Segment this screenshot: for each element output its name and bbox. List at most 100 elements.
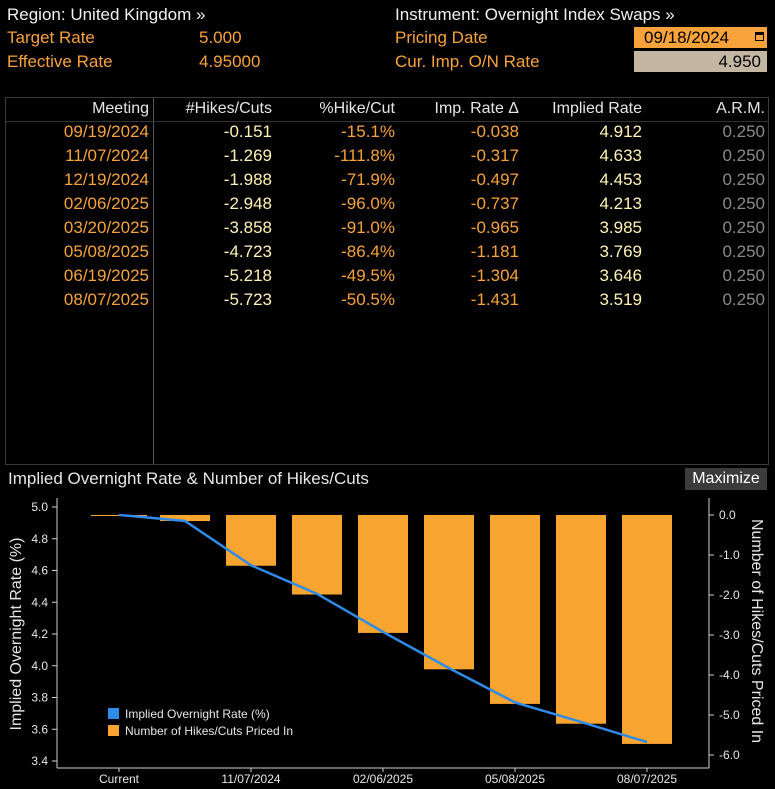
pricing-date-input[interactable]: 09/18/2024	[634, 27, 767, 48]
effective-rate-label: Effective Rate	[7, 52, 113, 71]
cell-pct-hike-cut: -50.5%	[341, 290, 395, 309]
right-axis-title: Number of Hikes/Cuts Priced In	[748, 519, 765, 743]
left-tick-label: 4.0	[31, 659, 48, 673]
cell-arm: 0.250	[722, 194, 765, 213]
cell-imp-rate-delta: -1.431	[470, 290, 519, 309]
bar-hikes-cuts	[292, 515, 342, 595]
col-header-arm[interactable]: A.R.M.	[716, 100, 765, 117]
cell-meeting-date: 12/19/2024	[63, 170, 149, 189]
bar-hikes-cuts	[160, 515, 210, 522]
cell-implied-rate: 4.912	[599, 122, 642, 141]
cell-meeting-date: 05/08/2025	[63, 242, 149, 261]
target-rate-value: 5.000	[199, 28, 242, 47]
right-tick-label: -6.0	[719, 748, 740, 762]
cell-pct-hike-cut: -111.8%	[334, 146, 395, 165]
col-header-hikes-cuts[interactable]: #Hikes/Cuts	[185, 100, 272, 117]
right-tick-label: -4.0	[719, 668, 740, 682]
cell-arm: 0.250	[722, 290, 765, 309]
cell-pct-hike-cut: -15.1%	[341, 122, 395, 141]
col-header-imp-rate-delta[interactable]: Imp. Rate Δ	[434, 100, 520, 117]
col-header-implied-rate[interactable]: Implied Rate	[552, 100, 642, 117]
table-row[interactable]: 05/08/2025 -4.723 -86.4% -1.181 3.769 0.250	[6, 242, 768, 266]
calendar-icon[interactable]	[755, 32, 764, 41]
cell-imp-rate-delta: -0.038	[470, 122, 519, 141]
cell-hikes-cuts: -2.948	[223, 194, 272, 213]
x-tick-label: 11/07/2024	[221, 772, 280, 786]
cell-meeting-date: 06/19/2025	[63, 266, 149, 285]
header-divider	[6, 121, 768, 122]
target-rate-label: Target Rate	[7, 28, 95, 47]
legend-swatch-line	[108, 708, 119, 719]
right-tick-label: -3.0	[719, 628, 740, 642]
cur-imp-rate-field[interactable]: 4.950	[634, 51, 767, 72]
chart-title: Implied Overnight Rate & Number of Hikes…	[8, 469, 369, 488]
cell-hikes-cuts: -1.988	[223, 170, 272, 189]
cell-hikes-cuts: -3.858	[223, 218, 272, 237]
bar-hikes-cuts	[556, 515, 606, 724]
table-row[interactable]: 06/19/2025 -5.218 -49.5% -1.304 3.646 0.250	[6, 266, 768, 290]
table-row[interactable]: 03/20/2025 -3.858 -91.0% -0.965 3.985 0.250	[6, 218, 768, 242]
pricing-date-value: 09/18/2024	[644, 28, 730, 47]
left-tick-label: 3.4	[31, 754, 48, 768]
bar-hikes-cuts	[424, 515, 474, 670]
cell-meeting-date: 08/07/2025	[63, 290, 149, 309]
cell-hikes-cuts: -5.218	[223, 266, 272, 285]
bar-hikes-cuts	[226, 515, 276, 566]
meetings-table: Meeting #Hikes/Cuts %Hike/Cut Imp. Rate …	[5, 97, 769, 465]
cell-arm: 0.250	[722, 266, 765, 285]
cell-meeting-date: 11/07/2024	[65, 146, 149, 165]
left-tick-label: 4.6	[31, 564, 48, 578]
cell-imp-rate-delta: -0.737	[470, 194, 519, 213]
legend-label-line: Implied Overnight Rate (%)	[125, 707, 270, 721]
region-selector[interactable]: Region: United Kingdom »	[7, 5, 206, 24]
cell-hikes-cuts: -5.723	[223, 290, 272, 309]
effective-rate-value: 4.95000	[199, 52, 261, 71]
table-row[interactable]: 09/19/2024 -0.151 -15.1% -0.038 4.912 0.250	[6, 122, 768, 146]
table-row[interactable]: 08/07/2025 -5.723 -50.5% -1.431 3.519 0.250	[6, 290, 768, 314]
cell-imp-rate-delta: -0.317	[470, 146, 519, 165]
cell-meeting-date: 03/20/2025	[63, 218, 149, 237]
left-tick-label: 3.8	[31, 691, 48, 705]
left-tick-label: 4.2	[31, 627, 48, 641]
cell-imp-rate-delta: -1.181	[470, 242, 519, 261]
table-row[interactable]: 11/07/2024 -1.269 -111.8% -0.317 4.633 0.250	[6, 146, 768, 170]
cell-arm: 0.250	[722, 146, 765, 165]
cell-arm: 0.250	[722, 170, 765, 189]
cell-pct-hike-cut: -86.4%	[341, 242, 395, 261]
x-tick-label: Current	[99, 772, 140, 786]
instrument-selector[interactable]: Instrument: Overnight Index Swaps »	[395, 5, 675, 24]
cell-implied-rate: 3.519	[599, 290, 642, 309]
left-tick-label: 4.4	[31, 595, 48, 609]
right-tick-label: -5.0	[719, 708, 740, 722]
left-tick-label: 5.0	[31, 500, 48, 514]
cell-implied-rate: 4.633	[599, 146, 642, 165]
maximize-button[interactable]: Maximize	[685, 468, 767, 490]
right-tick-label: -1.0	[719, 548, 740, 562]
col-header-pct-hike-cut[interactable]: %Hike/Cut	[319, 100, 395, 117]
cell-pct-hike-cut: -91.0%	[341, 218, 395, 237]
col-header-meeting[interactable]: Meeting	[92, 100, 149, 117]
cell-pct-hike-cut: -71.9%	[341, 170, 395, 189]
cell-implied-rate: 3.769	[599, 242, 642, 261]
cell-implied-rate: 3.985	[599, 218, 642, 237]
legend-swatch-bar	[108, 725, 119, 736]
right-tick-label: 0.0	[719, 508, 736, 522]
left-tick-label: 4.8	[31, 532, 48, 546]
cell-implied-rate: 4.453	[599, 170, 642, 189]
cell-imp-rate-delta: -1.304	[470, 266, 519, 285]
table-row[interactable]: 02/06/2025 -2.948 -96.0% -0.737 4.213 0.250	[6, 194, 768, 218]
cell-imp-rate-delta: -0.965	[470, 218, 519, 237]
cell-hikes-cuts: -4.723	[223, 242, 272, 261]
implied-rate-line	[118, 513, 648, 744]
cell-pct-hike-cut: -96.0%	[341, 194, 395, 213]
cell-imp-rate-delta: -0.497	[470, 170, 519, 189]
legend-label-bar: Number of Hikes/Cuts Priced In	[125, 724, 293, 738]
cur-imp-rate-label: Cur. Imp. O/N Rate	[395, 52, 540, 71]
cell-meeting-date: 02/06/2025	[63, 194, 149, 213]
bar-hikes-cuts	[358, 515, 408, 633]
cell-arm: 0.250	[722, 242, 765, 261]
table-row[interactable]: 12/19/2024 -1.988 -71.9% -0.497 4.453 0.250	[6, 170, 768, 194]
cell-arm: 0.250	[722, 218, 765, 237]
cur-imp-rate-value: 4.950	[718, 52, 761, 71]
